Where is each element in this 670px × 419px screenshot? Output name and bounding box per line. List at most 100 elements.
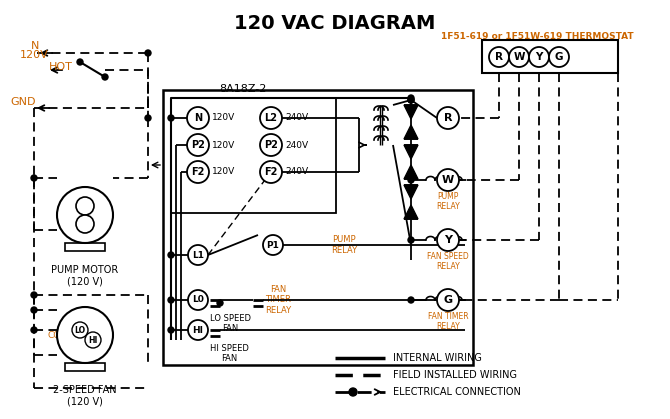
Circle shape [168,327,174,333]
Text: Y: Y [444,235,452,245]
Text: P2: P2 [264,140,278,150]
Circle shape [102,74,108,80]
Text: FAN
TIMER
RELAY: FAN TIMER RELAY [265,285,291,315]
Circle shape [509,47,529,67]
Text: 240V: 240V [285,168,308,176]
Text: P2: P2 [191,140,205,150]
Circle shape [188,245,208,265]
Text: PUMP MOTOR
(120 V): PUMP MOTOR (120 V) [52,265,119,287]
Polygon shape [404,125,418,139]
Circle shape [57,307,113,363]
Circle shape [187,107,209,129]
Text: FAN TIMER
RELAY: FAN TIMER RELAY [427,312,468,331]
Text: W: W [513,52,525,62]
Circle shape [260,107,282,129]
Text: Y: Y [535,52,543,62]
Circle shape [168,297,174,303]
Circle shape [31,327,37,333]
Text: LO: LO [74,326,86,334]
Text: PUMP
RELAY: PUMP RELAY [331,235,357,255]
Bar [171,98,336,213]
Circle shape [31,292,37,298]
Circle shape [408,97,414,103]
Circle shape [408,237,414,243]
Circle shape [76,215,94,233]
Text: HI SPEED
FAN: HI SPEED FAN [210,344,249,363]
Text: COM: COM [48,331,69,339]
Circle shape [489,47,509,67]
Text: L1: L1 [192,251,204,259]
Text: F2: F2 [264,167,277,177]
Polygon shape [404,165,418,179]
Text: ELECTRICAL CONNECTION: ELECTRICAL CONNECTION [393,387,521,397]
Text: LO SPEED
FAN: LO SPEED FAN [210,314,251,334]
Circle shape [408,95,414,101]
Circle shape [72,322,88,338]
Circle shape [188,290,208,310]
Text: 120V: 120V [212,140,235,150]
Circle shape [145,115,151,121]
Circle shape [408,297,414,303]
Circle shape [263,235,283,255]
Circle shape [217,300,223,306]
Text: 120V: 120V [212,168,235,176]
Bar [65,243,105,251]
Text: 120 VAC DIAGRAM: 120 VAC DIAGRAM [234,14,436,33]
Circle shape [437,289,459,311]
Circle shape [349,388,357,396]
Text: 120V: 120V [212,114,235,122]
Text: G: G [555,52,563,62]
Bar [163,90,473,365]
Circle shape [437,169,459,191]
Text: HI: HI [88,336,98,344]
Circle shape [260,134,282,156]
Bar [482,40,618,73]
Text: R: R [495,52,503,62]
Polygon shape [404,145,418,159]
Text: 120V: 120V [20,50,49,60]
Circle shape [85,332,101,348]
Text: N: N [194,113,202,123]
Circle shape [529,47,549,67]
Circle shape [549,47,569,67]
Text: INTERNAL WIRING: INTERNAL WIRING [393,353,482,363]
Circle shape [187,134,209,156]
Text: N: N [31,41,39,51]
Circle shape [187,161,209,183]
Bar [65,363,105,371]
Polygon shape [404,185,418,199]
Circle shape [437,229,459,251]
Text: FIELD INSTALLED WIRING: FIELD INSTALLED WIRING [393,370,517,380]
Text: 240V: 240V [285,140,308,150]
Circle shape [145,50,151,56]
Text: 2-SPEED FAN
(120 V): 2-SPEED FAN (120 V) [53,385,117,406]
Circle shape [408,177,414,183]
Text: F2: F2 [192,167,205,177]
Text: 240V: 240V [285,114,308,122]
Text: L2: L2 [265,113,277,123]
Text: HI: HI [192,326,204,334]
Circle shape [168,115,174,121]
Circle shape [57,187,113,243]
Polygon shape [404,105,418,119]
Text: L0: L0 [192,295,204,305]
Circle shape [188,320,208,340]
Text: R: R [444,113,452,123]
Text: 1F51-619 or 1F51W-619 THERMOSTAT: 1F51-619 or 1F51W-619 THERMOSTAT [441,32,633,41]
Circle shape [408,97,414,103]
Circle shape [76,197,94,215]
Text: P1: P1 [267,241,279,249]
Text: W: W [442,175,454,185]
Text: GND: GND [10,97,36,107]
Polygon shape [404,205,418,219]
Text: G: G [444,295,452,305]
Circle shape [31,307,37,313]
Circle shape [437,107,459,129]
Text: PUMP
RELAY: PUMP RELAY [436,192,460,212]
Circle shape [31,175,37,181]
Circle shape [168,252,174,258]
Text: FAN SPEED
RELAY: FAN SPEED RELAY [427,252,469,272]
Circle shape [77,59,83,65]
Text: 8A18Z-2: 8A18Z-2 [219,84,267,94]
Circle shape [260,161,282,183]
